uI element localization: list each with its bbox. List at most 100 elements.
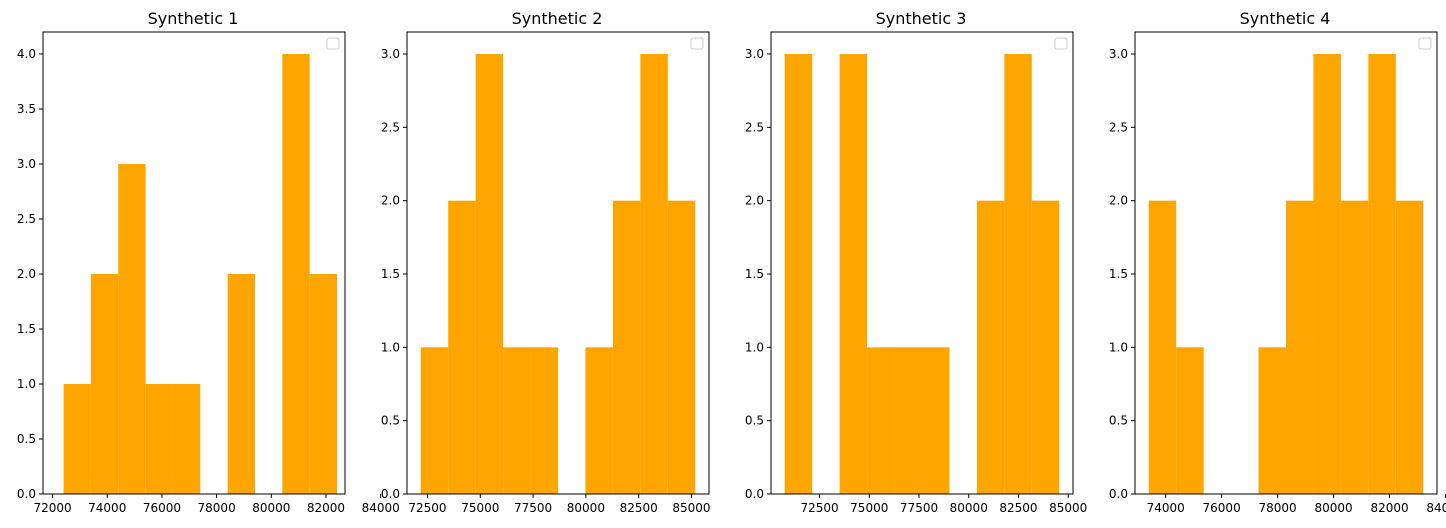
histogram-bar (309, 274, 338, 494)
histogram-bar (1368, 54, 1396, 494)
plot-frame (42, 31, 346, 495)
histogram-bar (1395, 200, 1424, 495)
y-axis: 0.0 0.5 1.0 1.5 2.0 2.5 3.0 (1109, 47, 1135, 501)
histogram-bar (227, 274, 255, 494)
y-tick-label: 0.0 (17, 487, 36, 501)
subplot-title: Synthetic 4 (1240, 9, 1331, 28)
subplot-1: Synthetic 1 0.00.51.01.52.02.53.03.54.0 … (17, 9, 400, 515)
x-tick-label: 82000 (307, 501, 345, 515)
histogram-bar (1176, 347, 1204, 494)
plot-frame (406, 31, 710, 495)
y-tick-label: 1.0 (381, 340, 400, 354)
bars (1148, 54, 1424, 495)
y-tick-label: 3.0 (1109, 47, 1128, 61)
y-tick-label: 1.5 (745, 267, 764, 281)
histogram-bar (667, 200, 696, 495)
x-tick-label: 77500 (900, 501, 938, 515)
y-tick-label: 0.0 (381, 487, 400, 501)
histogram-bar (172, 384, 201, 494)
histogram-bar (448, 200, 476, 495)
subplot-2: Synthetic 2 0.0 0.5 1.0 1.5 2.0 2.5 3.0 72500 7… (381, 9, 711, 515)
x-tick-label: 85000 (672, 501, 710, 515)
x-tick-label: 75000 (850, 501, 888, 515)
histogram-bar (1286, 200, 1314, 495)
y-tick-label: 0.0 (1109, 487, 1128, 501)
bars (420, 54, 696, 495)
y-tick-label: 2.5 (381, 120, 400, 134)
x-tick-label: 84000 (362, 501, 400, 515)
y-tick-label: 2.0 (745, 194, 764, 208)
histogram-bar (1004, 54, 1032, 494)
y-tick-label: 2.0 (17, 267, 36, 281)
subplot-4: Synthetic 4 0.00.51.01.52.02.53.0 74000 7… (1109, 9, 1446, 515)
histogram-bar (976, 200, 1005, 495)
y-tick-label: 3.0 (381, 47, 400, 61)
histogram-bar (1258, 347, 1286, 494)
histogram-bar (867, 347, 895, 494)
y-tick-label: 3.0 (745, 47, 764, 61)
histogram-bar (503, 347, 531, 494)
histogram-bar (1031, 200, 1060, 495)
y-tick-label: 2.5 (17, 212, 36, 226)
histogram-bar (640, 54, 668, 494)
y-axis: 0.0 0.5 1.0 1.5 2.0 2.5 3.0 (381, 47, 407, 501)
histogram-bar (585, 347, 613, 494)
histogram-bar (63, 384, 91, 494)
x-tick-label: 84000 (1426, 501, 1446, 515)
y-tick-label: 4.0 (17, 47, 36, 61)
x-tick-label: 77500 (514, 501, 552, 515)
y-tick-label: 1.0 (17, 377, 36, 391)
y-tick-label: 1.5 (17, 322, 36, 336)
x-tick-label: 80000 (252, 501, 290, 515)
y-tick-label: 3.5 (17, 102, 36, 116)
legend-box[interactable] (326, 37, 340, 50)
x-tick-label: 72500 (408, 501, 446, 515)
plot-frame (770, 31, 1074, 495)
y-tick-label: 2.0 (1109, 194, 1128, 208)
y-tick-label: 2.5 (1109, 120, 1128, 134)
y-tick-label: 0.5 (745, 414, 764, 428)
subplot-title: Synthetic 2 (512, 9, 603, 28)
legend-box[interactable] (1418, 37, 1432, 50)
x-tick-label: 72000 (33, 501, 71, 515)
y-tick-label: 3.0 (17, 157, 36, 171)
x-axis: 72500 75000 77500 80000 82500 85000 (800, 494, 1087, 515)
plot-frame (1134, 31, 1438, 495)
y-axis: 0.0 0.5 1.0 1.5 2.0 2.5 3.0 3.5 4.0 (17, 47, 43, 501)
histogram-bar (530, 347, 558, 494)
y-tick-label: 0.5 (1109, 414, 1128, 428)
x-tick-label: 76000 (143, 501, 181, 515)
x-axis: 72500 75000 77500 80000 82500 85000 (408, 494, 711, 515)
histogram-bar (420, 347, 449, 494)
subplot-3: Synthetic 3 0.00.51.01.52.02.53.0 72500 7… (745, 9, 1087, 515)
subplot-title: Synthetic 3 (876, 9, 967, 28)
y-tick-label: 1.5 (381, 267, 400, 281)
x-tick-label: 78000 (198, 501, 236, 515)
histogram-bar (894, 347, 922, 494)
histogram-bar (839, 54, 868, 494)
legend-box[interactable] (1054, 37, 1068, 50)
histogram-bar (784, 54, 813, 494)
x-tick-label: 85000 (1049, 501, 1087, 515)
x-tick-label: 80000 (1314, 501, 1352, 515)
bars (784, 54, 1060, 495)
histogram-bar (282, 54, 310, 494)
x-tick-label: 74000 (1147, 501, 1185, 515)
y-tick-label: 2.0 (381, 194, 400, 208)
histogram-bar (1148, 200, 1177, 495)
x-axis: 74000 76000 78000 80000 82000 84000 (1147, 494, 1446, 515)
histogram-bar (612, 200, 641, 495)
subplot-title: Synthetic 1 (148, 9, 239, 28)
x-tick-label: 82500 (620, 501, 658, 515)
histogram-bar (90, 274, 119, 494)
y-tick-label: 0.5 (381, 414, 400, 428)
legend-box[interactable] (690, 37, 704, 50)
y-axis: 0.0 0.5 1.0 1.5 2.0 2.5 3.0 (745, 47, 771, 501)
bars (63, 54, 338, 494)
x-axis: 72000 74000 76000 78000 80000 82000 84000 (33, 494, 400, 515)
x-tick-label: 76000 (1203, 501, 1241, 515)
x-tick-label: 75000 (461, 501, 499, 515)
x-tick-label: 74000 (88, 501, 126, 515)
y-tick-label: 1.0 (1109, 340, 1128, 354)
